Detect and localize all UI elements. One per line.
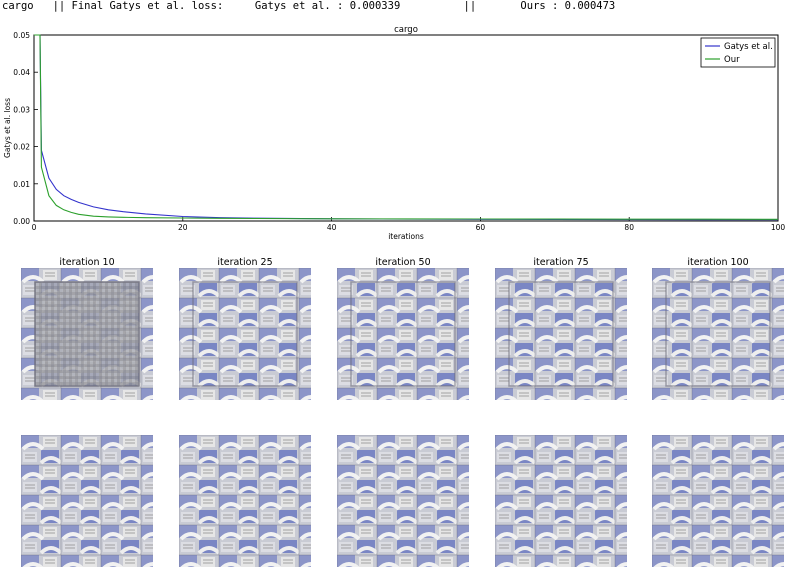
x-tick-label: 20 xyxy=(178,223,188,232)
texture-image xyxy=(21,268,153,400)
synthesis-thumbnail xyxy=(21,268,153,400)
y-tick-label: 0.05 xyxy=(13,31,30,40)
header-gatys-value: Gatys et al. : 0.000339 xyxy=(254,0,401,12)
synthesis-thumbnail xyxy=(652,268,784,400)
y-tick-label: 0.03 xyxy=(13,105,30,114)
legend-label-our: Our xyxy=(724,55,740,65)
texture-fill xyxy=(179,435,311,567)
texture-center-region xyxy=(350,281,456,387)
ours-thumbnail xyxy=(652,435,784,567)
texture-image xyxy=(21,435,153,567)
header-dataset: cargo xyxy=(2,0,34,12)
x-tick-label: 40 xyxy=(327,223,337,232)
synthesis-thumbnail xyxy=(495,268,627,400)
texture-fill xyxy=(652,435,784,567)
texture-image xyxy=(495,268,627,400)
x-tick-label: 100 xyxy=(771,223,786,232)
series-line-our xyxy=(34,34,779,220)
header-ours-value: Ours : 0.000473 xyxy=(520,0,616,12)
y-tick-label: 0.02 xyxy=(13,143,30,152)
loss-chart: cargo 0 20 40 60 80 100 0.00 0.01 0.02 0.03 0.04 0.… xyxy=(3,25,786,241)
legend-box xyxy=(700,37,776,68)
x-tick-label: 80 xyxy=(624,223,634,232)
texture-center-region xyxy=(665,281,771,387)
texture-center-region xyxy=(192,281,298,387)
texture-image xyxy=(652,268,784,400)
y-tick-label: 0.04 xyxy=(13,68,30,77)
y-axis-label: Gatys et al. loss xyxy=(3,98,12,158)
texture-image xyxy=(179,435,311,567)
thumbnail-title: iteration 50 xyxy=(375,257,431,268)
header-label: || Final Gatys et al. loss: xyxy=(52,0,224,12)
texture-image xyxy=(652,435,784,567)
ours-thumbnail xyxy=(21,435,153,567)
x-tick-label: 0 xyxy=(32,223,37,232)
thumbnail-title: iteration 100 xyxy=(687,257,749,268)
texture-image xyxy=(337,435,469,567)
header-line: cargo || Final Gatys et al. loss: Gatys … xyxy=(2,0,615,12)
synthesis-thumbnail xyxy=(179,268,311,400)
ours-thumbnail xyxy=(495,435,627,567)
legend: Gatys et al. Our xyxy=(700,37,776,68)
texture-fill xyxy=(21,435,153,567)
thumbnail-title: iteration 75 xyxy=(533,257,589,268)
legend-label-gatys: Gatys et al. xyxy=(724,42,773,52)
plot-frame xyxy=(33,34,779,222)
texture-center-region xyxy=(34,281,140,387)
thumbnail-title: iteration 25 xyxy=(217,257,273,268)
y-tick-label: 0.01 xyxy=(13,180,30,189)
x-tick-label: 60 xyxy=(476,223,486,232)
header-separator: || xyxy=(463,0,477,12)
texture-fill xyxy=(337,435,469,567)
texture-fill xyxy=(495,435,627,567)
thumbnail-title: iteration 10 xyxy=(59,257,115,268)
texture-image xyxy=(495,435,627,567)
ours-thumbnail xyxy=(179,435,311,567)
texture-image xyxy=(179,268,311,400)
y-tick-label: 0.00 xyxy=(13,217,30,226)
ours-thumbnail xyxy=(337,435,469,567)
texture-center-region xyxy=(508,281,614,387)
synthesis-thumbnail xyxy=(337,268,469,400)
texture-image xyxy=(337,268,469,400)
chart-title: cargo xyxy=(394,25,418,35)
x-axis-label: iterations xyxy=(388,232,424,241)
